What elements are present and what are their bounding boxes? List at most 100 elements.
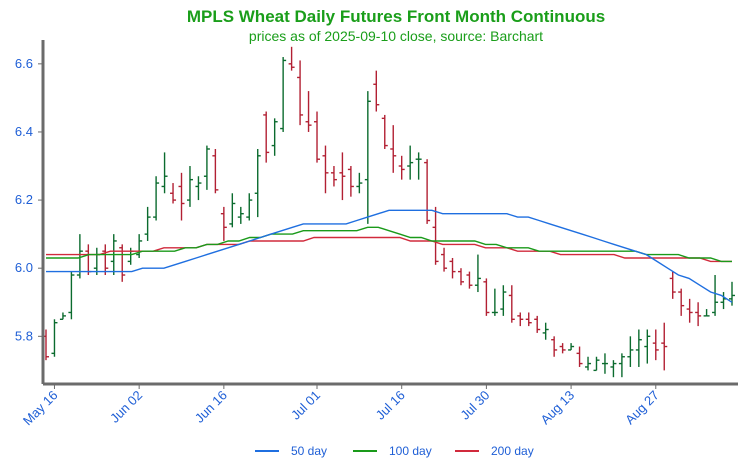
ohlc-bar bbox=[280, 57, 287, 132]
ohlc-bar bbox=[627, 336, 634, 367]
y-tick-label: 6.2 bbox=[15, 192, 33, 207]
ohlc-bar bbox=[339, 152, 346, 201]
plot-area bbox=[43, 46, 735, 378]
ohlc-bar bbox=[508, 285, 515, 323]
x-tick-label: Jul 30 bbox=[457, 388, 492, 423]
y-tick-label: 5.8 bbox=[15, 328, 33, 343]
ma100-line bbox=[46, 226, 732, 263]
ohlc-bar bbox=[551, 336, 558, 357]
ohlc-bar bbox=[330, 166, 337, 187]
ohlc-bar bbox=[610, 360, 617, 378]
ma200-line bbox=[46, 236, 732, 263]
ohlc-bar bbox=[398, 155, 405, 180]
ohlc-bar bbox=[51, 319, 58, 357]
ohlc-bar bbox=[576, 346, 583, 367]
ohlc-bar bbox=[483, 278, 490, 316]
ohlc-bar bbox=[661, 322, 668, 371]
svg-text:50 day: 50 day bbox=[291, 444, 327, 458]
ohlc-bar bbox=[373, 70, 380, 112]
ohlc-bar bbox=[356, 172, 363, 194]
ohlc-bar bbox=[441, 247, 448, 272]
ohlc-bar bbox=[195, 176, 202, 201]
x-tick-label: Jun 02 bbox=[107, 388, 145, 426]
ohlc-bar bbox=[669, 271, 676, 299]
ohlc-bar bbox=[212, 148, 219, 194]
svg-text:200 day: 200 day bbox=[491, 444, 534, 458]
ohlc-bar bbox=[322, 145, 329, 194]
ohlc-bar bbox=[415, 152, 422, 180]
ohlc-bar bbox=[220, 206, 227, 241]
ohlc-bar bbox=[635, 329, 642, 367]
ohlc-bar bbox=[347, 166, 354, 197]
ohlc-bar bbox=[186, 166, 193, 207]
ohlc-bar bbox=[703, 309, 710, 317]
ohlc-bar bbox=[85, 244, 92, 276]
ohlc-bar bbox=[407, 145, 414, 180]
legend-200-day: 200 day bbox=[455, 444, 534, 458]
ohlc-bar bbox=[178, 172, 185, 221]
ohlc-bar bbox=[203, 145, 210, 190]
y-tick-label: 6.6 bbox=[15, 56, 33, 71]
svg-text:100 day: 100 day bbox=[389, 444, 432, 458]
ohlc-bar bbox=[678, 288, 685, 316]
ohlc-bar bbox=[136, 234, 143, 258]
ohlc-bar bbox=[119, 244, 126, 282]
ohlc-bar bbox=[254, 148, 261, 218]
ohlc-bar bbox=[720, 292, 727, 310]
ohlc-bar bbox=[695, 302, 702, 327]
ohlc-bar bbox=[432, 206, 439, 265]
ohlc-bar bbox=[644, 329, 651, 364]
ohlc-bar bbox=[237, 206, 244, 224]
legend-100-day: 100 day bbox=[353, 444, 432, 458]
ohlc-bar bbox=[457, 268, 464, 286]
ohlc-bar bbox=[652, 329, 659, 361]
x-tick-label: Jun 16 bbox=[192, 388, 230, 426]
ohlc-bar bbox=[68, 271, 75, 320]
x-tick-label: Aug 27 bbox=[622, 388, 662, 428]
ohlc-bar bbox=[263, 111, 270, 163]
ohlc-bar bbox=[161, 152, 168, 194]
ohlc-bar bbox=[246, 193, 253, 221]
ohlc-bar bbox=[102, 244, 109, 276]
ohlc-bar bbox=[534, 315, 541, 333]
ohlc-bar bbox=[618, 353, 625, 378]
x-tick-label: Jul 01 bbox=[288, 388, 323, 423]
ohlc-bar bbox=[390, 125, 397, 173]
ohlc-bar bbox=[59, 312, 66, 320]
x-tick-label: Jul 16 bbox=[373, 388, 408, 423]
ohlc-bar bbox=[568, 343, 575, 351]
ohlc-bar bbox=[542, 322, 549, 340]
chart-title: MPLS Wheat Daily Futures Front Month Con… bbox=[186, 7, 606, 26]
ohlc-bar bbox=[170, 183, 177, 204]
x-tick-label: Aug 13 bbox=[537, 388, 577, 428]
ohlc-bar bbox=[127, 247, 134, 265]
ohlc-bar bbox=[288, 46, 295, 71]
ohlc-bar bbox=[474, 254, 481, 293]
x-tick-label: May 16 bbox=[20, 388, 61, 429]
ohlc-bar bbox=[559, 343, 566, 354]
ohlc-bar bbox=[686, 298, 693, 323]
moving-average-lines bbox=[46, 209, 733, 303]
ohlc-bar bbox=[381, 114, 388, 149]
ohlc-bar bbox=[491, 288, 498, 316]
ohlc-bar bbox=[449, 257, 456, 279]
ohlc-bar bbox=[712, 275, 719, 316]
ohlc-bar bbox=[144, 206, 151, 241]
axes: 5.8 6.0 6.2 6.4 6.6 May 16 Jun 02 Jun 16 Jul 01 J… bbox=[15, 40, 738, 428]
ohlc-bar bbox=[601, 353, 608, 374]
chart-subtitle: prices as of 2025-09-10 close, source: B… bbox=[248, 28, 544, 44]
ohlc-bar bbox=[466, 271, 473, 289]
ohlc-bar bbox=[593, 356, 600, 372]
ohlc-bar bbox=[364, 91, 371, 224]
ma50-line bbox=[46, 209, 733, 303]
ohlc-bar bbox=[153, 176, 160, 221]
ohlc-bar bbox=[525, 312, 532, 327]
legend: 50 day 100 day 200 day bbox=[255, 444, 534, 458]
ohlc-bar bbox=[314, 111, 321, 163]
ohlc-bar bbox=[229, 193, 236, 228]
ohlc-bar bbox=[271, 118, 278, 156]
ohlc-bar bbox=[585, 356, 592, 371]
ohlc-bar bbox=[297, 60, 304, 126]
ohlc-bar bbox=[500, 285, 507, 316]
